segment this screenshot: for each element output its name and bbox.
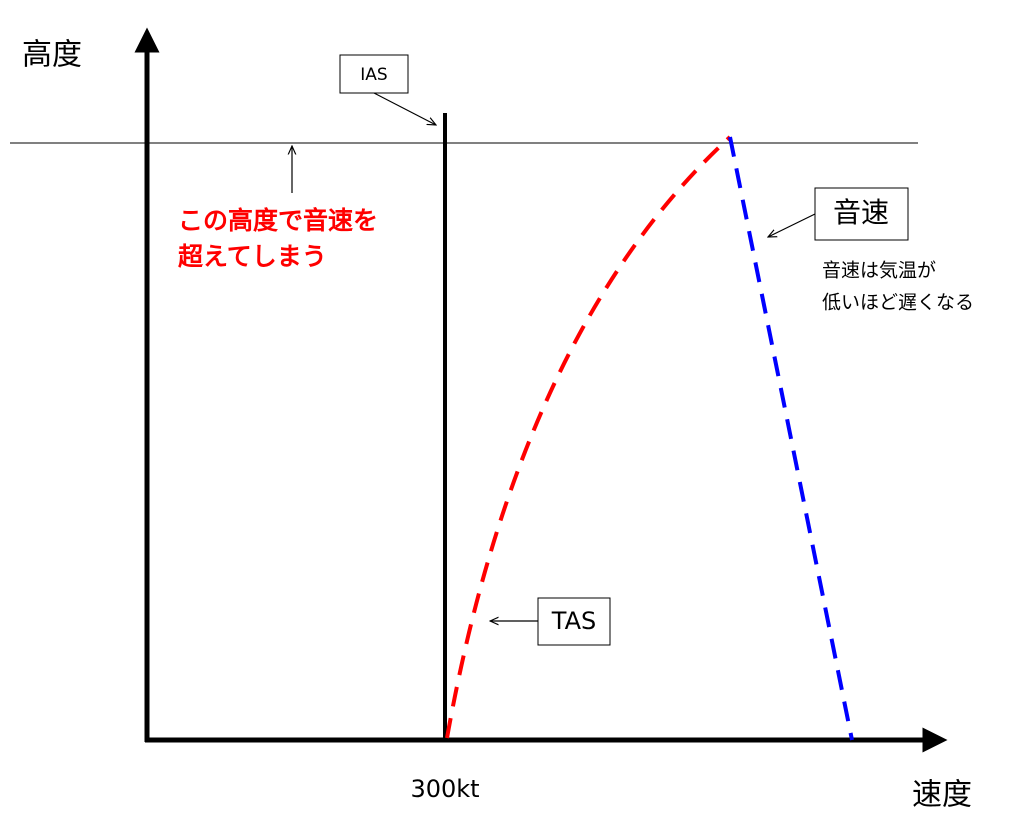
annotation: 低いほど遅くなる [822,292,974,314]
ias-label: IAS [360,65,387,85]
annotation: 音速は気温が [822,260,936,282]
annotation: この高度で音速を [178,206,378,235]
sound-line [728,136,854,741]
annotation: 超えてしまう [178,242,327,271]
arrow [768,213,816,237]
x-axis-label: 速度 [912,778,972,813]
sound-label: 音速 [833,196,889,229]
tas-label: TAS [551,607,596,635]
y-axis-label: 高度 [22,38,82,73]
label-box [339,54,409,94]
label-box [814,187,909,241]
tas-curve [445,135,732,739]
x-marker-label: 300kt [410,775,479,803]
arrow [373,92,436,125]
label-box [537,597,611,646]
